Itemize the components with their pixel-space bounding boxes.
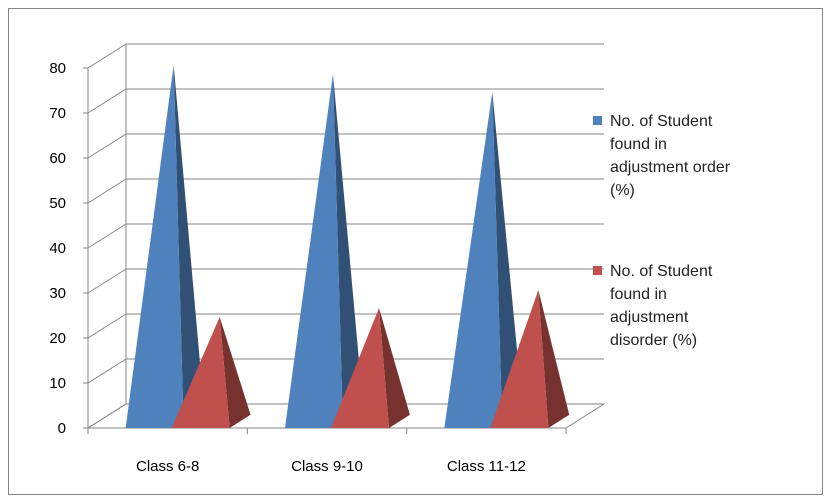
legend: No. of Student found in adjustment order (%…	[593, 113, 731, 349]
legend-label-line: adjustment	[610, 309, 689, 326]
gridline-side	[87, 223, 127, 249]
pyramid-front-face	[285, 74, 343, 428]
pyramid-disorder-2	[331, 308, 410, 428]
x-category-label: Class 11-12	[447, 458, 526, 475]
legend-label-line: found in	[610, 286, 667, 303]
y-tick-label: 70	[49, 105, 66, 122]
gridline-side	[87, 403, 127, 429]
pyramid-side-face	[492, 92, 524, 428]
legend-label-line: (%)	[610, 182, 635, 199]
pyramid-side-face	[173, 65, 205, 428]
pyramid-front-face	[171, 317, 230, 428]
legend-item-disorder: No. of Student found in adjustment disorder…	[593, 263, 713, 349]
gridline-side	[87, 88, 127, 114]
gridline-side	[87, 358, 127, 384]
pyramid-disorder-3	[490, 290, 570, 428]
x-category-label: Class 9-10	[291, 458, 363, 475]
gridline-side	[87, 313, 127, 339]
pyramid-side-face	[379, 308, 410, 428]
x-axis-category-labels: Class 6-8 Class 9-10 Class 11-12	[87, 428, 567, 475]
gridline-side	[87, 43, 127, 69]
gridline-side	[87, 178, 127, 204]
x-category-label: Class 6-8	[136, 458, 199, 475]
legend-swatch	[593, 116, 602, 125]
y-tick-label: 20	[49, 330, 66, 347]
y-tick-label: 0	[58, 420, 66, 437]
pyramid-order-3	[444, 92, 524, 428]
gridline-side	[87, 133, 127, 159]
pyramid-order-1	[125, 65, 205, 428]
pyramid-order-2	[285, 74, 364, 428]
legend-swatch	[593, 266, 602, 275]
pyramid-side-face	[219, 317, 251, 428]
legend-label-line: adjustment order	[610, 159, 731, 176]
legend-label-line: No. of Student	[610, 113, 713, 130]
y-tick-label: 60	[49, 150, 66, 167]
pyramid-side-face	[538, 290, 570, 428]
legend-label-line: disorder (%)	[610, 332, 697, 349]
pyramid-front-face	[331, 308, 389, 428]
legend-label-line: found in	[610, 136, 667, 153]
pyramid-side-face	[333, 74, 364, 428]
pyramid-front-face	[125, 65, 184, 428]
legend-label-line: No. of Student	[610, 263, 713, 280]
legend-item-order: No. of Student found in adjustment order (%…	[593, 113, 731, 199]
pyramid-disorder-1	[171, 317, 251, 428]
y-tick-label: 80	[49, 60, 66, 77]
y-tick-label: 40	[49, 240, 66, 257]
pyramid-front-face	[444, 92, 503, 428]
chart-marks	[125, 65, 570, 428]
y-axis-tick-labels: 0 10 20 30 40 50 60 70 80	[49, 60, 66, 437]
y-tick-label: 50	[49, 195, 66, 212]
y-tick-label: 30	[49, 285, 66, 302]
y-tick-label: 10	[49, 375, 66, 392]
gridline-side	[87, 268, 127, 294]
pyramid-front-face	[490, 290, 549, 428]
